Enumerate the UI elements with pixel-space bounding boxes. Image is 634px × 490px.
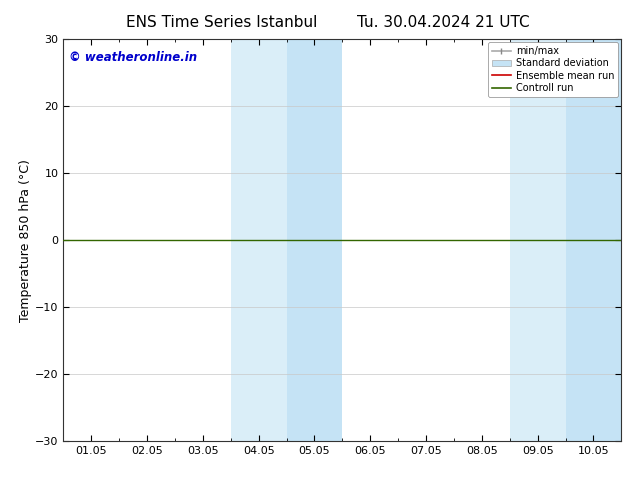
- Text: ENS Time Series Istanbul: ENS Time Series Istanbul: [126, 15, 318, 30]
- Y-axis label: Temperature 850 hPa (°C): Temperature 850 hPa (°C): [19, 159, 32, 321]
- Text: Tu. 30.04.2024 21 UTC: Tu. 30.04.2024 21 UTC: [358, 15, 530, 30]
- Bar: [287, 39, 342, 441]
- Bar: [231, 39, 287, 441]
- Legend: min/max, Standard deviation, Ensemble mean run, Controll run: min/max, Standard deviation, Ensemble me…: [488, 42, 618, 97]
- Bar: [566, 39, 621, 441]
- Bar: [510, 39, 566, 441]
- Text: © weatheronline.in: © weatheronline.in: [69, 51, 197, 64]
